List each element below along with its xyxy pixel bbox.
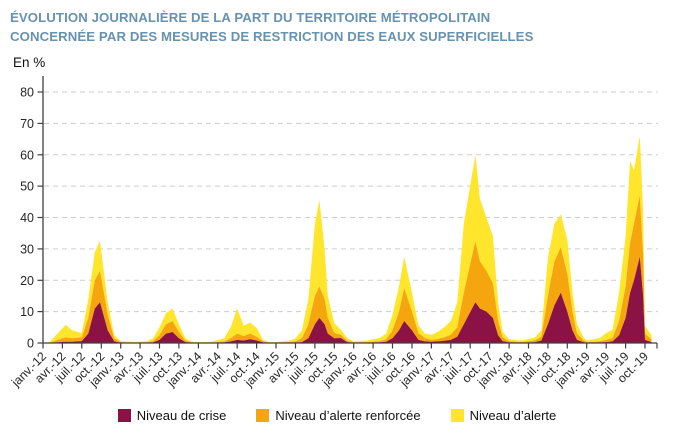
legend-swatch-1 xyxy=(117,409,131,422)
legend-swatch-2 xyxy=(256,409,270,422)
legend-label-2: Niveau d’alerte renforcée xyxy=(275,408,421,423)
legend-item-2: Niveau d’alerte renforcée xyxy=(256,408,421,423)
y-tick-label: 40 xyxy=(20,211,34,225)
area-niveau-de-crise xyxy=(43,256,652,343)
y-tick-label: 70 xyxy=(20,117,34,131)
chart-title-line2: CONCERNÉE PAR DES MESURES DE RESTRICTION… xyxy=(10,29,534,44)
y-axis-unit-label: En % xyxy=(13,55,46,70)
y-tick-label: 60 xyxy=(20,148,34,162)
y-tick-label: 50 xyxy=(20,180,34,194)
legend-item-1: Niveau de crise xyxy=(117,408,227,423)
legend-label-1: Niveau de crise xyxy=(136,408,227,423)
legend-item-3: Niveau d’alerte xyxy=(450,408,557,423)
y-tick-label: 10 xyxy=(20,305,34,319)
chart-title: ÉVOLUTION JOURNALIÈRE DE LA PART DU TERR… xyxy=(10,8,650,46)
y-tick-label: 20 xyxy=(20,274,34,288)
chart-title-line1: ÉVOLUTION JOURNALIÈRE DE LA PART DU TERR… xyxy=(10,10,491,25)
y-tick-label: 80 xyxy=(20,86,34,100)
y-tick-label: 30 xyxy=(20,242,34,256)
y-tick-label: 0 xyxy=(27,337,34,351)
legend: Niveau de crise Niveau d’alerte renforcée… xyxy=(0,408,674,423)
legend-label-3: Niveau d’alerte xyxy=(469,408,557,423)
legend-swatch-3 xyxy=(450,409,464,422)
